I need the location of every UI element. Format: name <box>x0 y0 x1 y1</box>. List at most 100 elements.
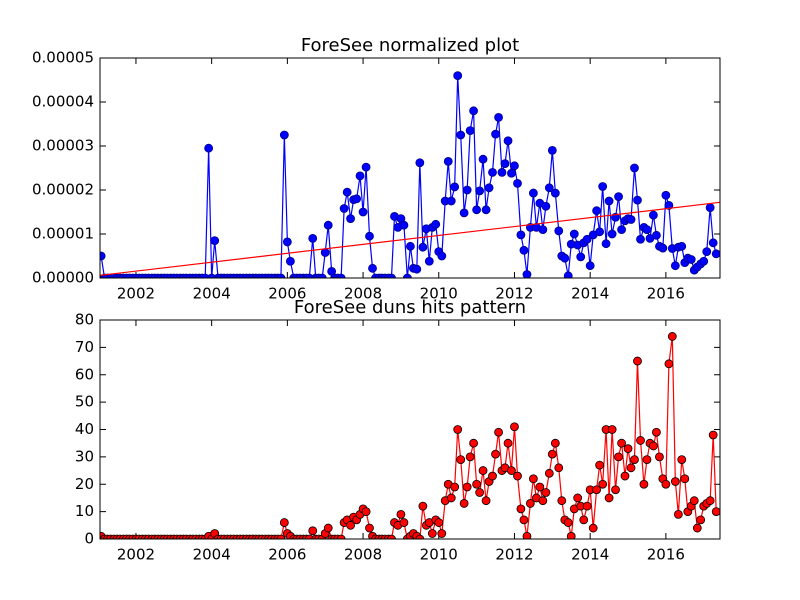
data-point <box>636 436 645 445</box>
data-point <box>630 455 639 465</box>
data-point <box>547 145 557 155</box>
y-tick-label: 0.00002 <box>32 181 94 199</box>
y-tick-label: 40 <box>75 420 94 438</box>
data-point <box>592 206 602 216</box>
data-point <box>510 161 519 171</box>
x-tick-label: 2010 <box>420 285 458 303</box>
data-point <box>601 239 611 249</box>
data-point <box>569 229 579 239</box>
data-point <box>503 438 513 448</box>
data-point <box>677 241 687 251</box>
x-tick-label: 2016 <box>647 546 685 564</box>
data-point <box>513 471 522 481</box>
data-point <box>544 468 554 478</box>
data-point <box>626 215 636 224</box>
data-point <box>339 204 349 213</box>
data-point <box>346 214 355 224</box>
data-point <box>446 493 456 503</box>
data-point <box>598 479 608 489</box>
data-point <box>614 452 623 462</box>
data-point <box>491 449 500 459</box>
data-point <box>415 534 425 539</box>
data-point <box>207 273 217 278</box>
y-tick-label: 0.00000 <box>32 269 94 287</box>
data-point <box>519 515 529 525</box>
chart-title: ForeSee duns hits pattern <box>294 297 526 318</box>
data-point <box>513 178 522 188</box>
data-point <box>582 501 592 511</box>
data-point <box>418 501 428 511</box>
data-point <box>200 273 210 278</box>
data-point <box>560 253 570 263</box>
y-tick-label: 80 <box>75 311 94 329</box>
data-point <box>304 534 314 539</box>
data-point <box>595 227 605 237</box>
data-point <box>699 256 709 266</box>
data-point <box>708 238 718 248</box>
data-point <box>576 252 586 262</box>
data-point <box>648 441 658 451</box>
data-point <box>453 425 463 434</box>
data-point <box>673 509 683 519</box>
data-point <box>617 225 626 235</box>
data-point <box>541 488 551 497</box>
data-point <box>405 241 415 251</box>
data-point <box>472 205 482 215</box>
data-point <box>620 471 630 481</box>
data-point <box>652 230 661 240</box>
data-point <box>494 427 503 437</box>
data-point <box>528 474 538 484</box>
data-point <box>642 225 652 235</box>
data-point <box>308 233 318 243</box>
data-point <box>450 182 460 192</box>
data-point <box>431 219 441 229</box>
data-point <box>525 499 535 508</box>
data-point <box>453 71 463 80</box>
series-line <box>100 201 720 276</box>
axes-frame <box>99 57 721 279</box>
y-tick-label: 60 <box>75 365 94 383</box>
data-point <box>550 438 560 448</box>
data-point <box>276 534 286 539</box>
data-point <box>510 422 519 432</box>
x-tick-label: 2002 <box>117 285 155 303</box>
data-point <box>648 210 658 220</box>
data-point <box>488 471 497 481</box>
data-point <box>494 113 503 122</box>
data-point <box>702 247 712 257</box>
data-point <box>478 154 488 164</box>
data-point <box>491 129 500 139</box>
data-point <box>282 237 292 247</box>
data-point <box>361 507 371 517</box>
data-point <box>469 106 478 116</box>
data-point <box>541 201 551 211</box>
data-point <box>595 460 605 470</box>
data-point <box>711 507 720 517</box>
data-point <box>661 479 671 489</box>
data-point <box>686 255 696 264</box>
data-point <box>396 509 406 519</box>
y-tick-label: 0.00004 <box>32 93 94 111</box>
data-point <box>443 156 453 166</box>
data-point <box>399 220 409 230</box>
x-tick-label: 2008 <box>344 546 382 564</box>
data-point <box>437 251 447 261</box>
data-point <box>497 167 507 177</box>
data-point <box>522 531 532 539</box>
data-point <box>617 438 626 448</box>
data-point <box>535 482 545 492</box>
data-point <box>516 230 526 240</box>
x-tick-label: 2016 <box>647 285 685 303</box>
data-point <box>528 188 538 198</box>
data-point <box>387 534 396 539</box>
data-point <box>285 256 295 266</box>
data-point <box>100 251 106 261</box>
data-point <box>346 520 355 530</box>
data-point <box>547 449 557 459</box>
data-point <box>361 162 371 172</box>
data-point <box>459 499 469 508</box>
x-tick-label: 2014 <box>571 285 609 303</box>
data-point <box>475 186 485 196</box>
data-point <box>465 126 475 136</box>
data-point <box>670 261 680 271</box>
